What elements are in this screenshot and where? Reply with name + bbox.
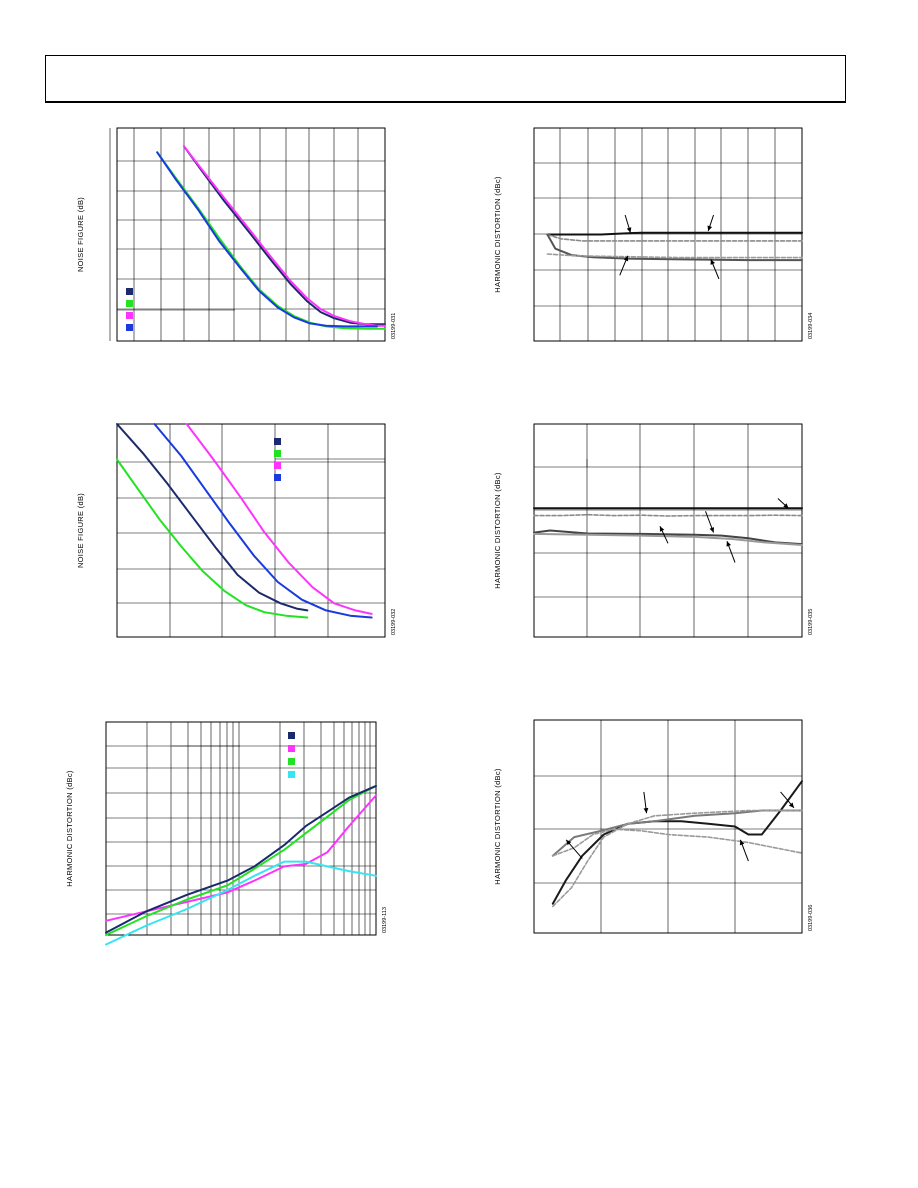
- series-line-2: [551, 809, 803, 857]
- legend-swatch-4: [274, 474, 281, 481]
- legend-swatch-4: [288, 771, 295, 778]
- series-line-4: [546, 253, 803, 259]
- annotation-arrowhead: [707, 225, 713, 231]
- series-line-4: [156, 151, 378, 328]
- y-axis-label: NOISE FIGURE (dB): [76, 493, 85, 568]
- annotation-arrowhead: [710, 259, 716, 265]
- legend-swatch-1: [288, 732, 295, 739]
- series-line-4: [533, 532, 803, 546]
- legend-swatch-4: [126, 324, 133, 331]
- plot-frame: [116, 127, 386, 342]
- series-line-1: [105, 794, 377, 922]
- y-axis-label: HARMONIC DISTORTION (dBc): [493, 176, 502, 293]
- series-line-2: [533, 513, 803, 517]
- y-axis-label: HARMONIC DISTORTION (dBc): [493, 472, 502, 589]
- figure-id: 03199-034: [808, 313, 814, 339]
- series-line-1: [546, 231, 803, 236]
- noise-figure-chart-1: NOISE FIGURE (dB) 03199-031: [76, 127, 397, 342]
- legend-swatch-1: [126, 288, 133, 295]
- annotation-arrowhead: [726, 541, 731, 547]
- figure-id: 03199-031: [391, 313, 397, 339]
- harmonic-distortion-chart-5: HARMONIC DISTORTION (dBc) 03199-035: [493, 423, 814, 638]
- legend-swatch-3: [288, 758, 295, 765]
- annotation-arrowhead: [623, 255, 629, 262]
- plot-frame: [105, 721, 377, 936]
- y-axis-label: HARMONIC DISTORTION (dBc): [65, 770, 74, 887]
- y-axis-label: HARMONIC DISTORTION (dBc): [493, 768, 502, 885]
- annotation-arrowhead: [788, 802, 794, 808]
- legend-swatch-3: [274, 462, 281, 469]
- series-line-3: [552, 828, 803, 857]
- figure-id: 03199-032: [391, 609, 397, 635]
- plot-frame: [116, 423, 386, 638]
- y-axis-label: NOISE FIGURE (dB): [76, 197, 85, 272]
- series-line-4: [185, 423, 373, 615]
- annotation-arrowhead: [659, 526, 665, 532]
- legend-swatch-2: [274, 450, 281, 457]
- plot-frame: [533, 423, 803, 638]
- harmonic-distortion-chart-4: HARMONIC DISTORTION (dBc) 03199-034: [493, 127, 814, 342]
- series-line-1: [116, 458, 309, 619]
- legend-swatch-2: [288, 745, 295, 752]
- series-line-2: [183, 145, 386, 327]
- series-line-3: [105, 784, 377, 936]
- harmonic-distortion-chart-6: HARMONIC DISTORTION (dBc) 03199-036: [493, 719, 814, 934]
- figure-id: 03199-035: [808, 609, 814, 635]
- annotation-arrowhead: [783, 503, 789, 509]
- figure-id: 03199-113: [382, 907, 388, 933]
- series-line-2: [105, 860, 377, 946]
- annotation-arrowhead: [626, 227, 632, 233]
- page-header-box: [45, 55, 846, 103]
- annotation-arrowhead: [566, 839, 572, 846]
- series-line-2: [546, 233, 803, 242]
- annotation-arrowhead: [643, 807, 649, 814]
- legend-swatch-2: [126, 300, 133, 307]
- annotation-arrowhead: [739, 839, 745, 846]
- series-line-3: [153, 423, 373, 619]
- series-line-4: [552, 809, 803, 908]
- annotation-arrowhead: [709, 527, 715, 533]
- series-line-3: [533, 529, 803, 546]
- figure-id: 03199-036: [808, 905, 814, 931]
- series-line-1: [551, 780, 803, 905]
- legend-swatch-3: [126, 312, 133, 319]
- series-line-4: [105, 784, 377, 934]
- legend-swatch-1: [274, 438, 281, 445]
- series-line-3: [546, 233, 803, 262]
- harmonic-distortion-chart-3: HARMONIC DISTORTION (dBc) 03199-113: [65, 721, 388, 946]
- noise-figure-chart-2: NOISE FIGURE (dB) 03199-032: [76, 423, 397, 638]
- series-line-2: [116, 423, 309, 612]
